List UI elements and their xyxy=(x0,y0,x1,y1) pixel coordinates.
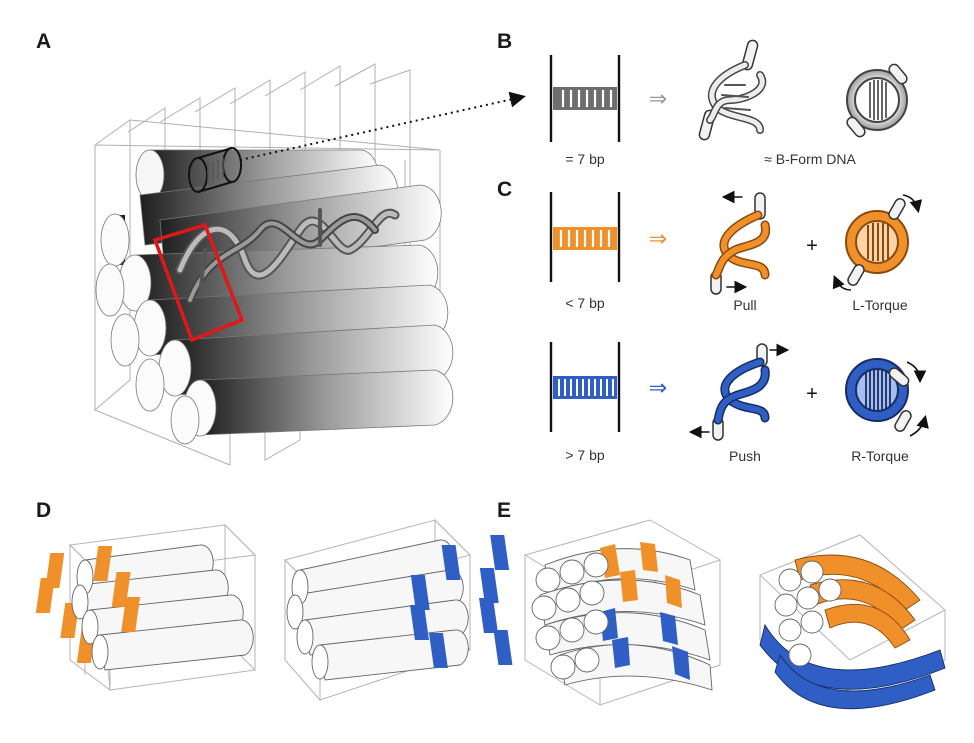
panel-a-ring-highlight xyxy=(188,147,242,193)
panel-c-ring-blue xyxy=(845,358,929,437)
panel-c-push-caption: Push xyxy=(729,448,761,464)
panel-e-bent-curved xyxy=(759,534,946,710)
panel-e-bent-mixed xyxy=(523,519,722,706)
panel-d-twisted-orange xyxy=(35,523,257,692)
panel-c-plus-blue: + xyxy=(806,383,818,405)
panel-c-arrow-blue: ⇒ xyxy=(649,376,667,401)
panel-letter-c: C xyxy=(497,178,513,201)
panel-c-helix-orange xyxy=(710,190,771,295)
panel-a-cylinders xyxy=(95,149,454,445)
panel-a-helix xyxy=(175,208,400,304)
panel-c-short-ladder-caption: < 7 bp xyxy=(565,295,605,311)
panel-c-ltorque-caption: L-Torque xyxy=(852,297,908,313)
panel-letter-a: A xyxy=(36,30,52,53)
panel-c-long-ladder-caption: > 7 bp xyxy=(565,447,605,463)
panel-c-ladder-orange xyxy=(549,192,621,282)
panel-c-helix-blue xyxy=(688,343,790,441)
panel-c-plus-orange: + xyxy=(806,235,818,257)
panel-letter-b: B xyxy=(497,30,513,53)
panel-b-ring xyxy=(846,63,908,138)
panel-b-ladder-grey xyxy=(549,55,621,142)
panel-letter-d: D xyxy=(36,499,52,522)
panel-c-ladder-blue xyxy=(549,342,621,432)
panel-c-rtorque-caption: R-Torque xyxy=(851,448,909,464)
panel-letter-e: E xyxy=(497,499,512,522)
panel-a-highlight-box xyxy=(152,222,245,343)
panel-b-ladder-caption: = 7 bp xyxy=(565,151,605,167)
panel-a-pointer-line xyxy=(239,91,526,161)
panel-c-ring-orange xyxy=(832,194,923,291)
panel-b-helix-caption: ≈ B-Form DNA xyxy=(764,151,856,167)
panel-b-helix xyxy=(698,39,767,141)
panel-d-twisted-blue xyxy=(284,518,513,702)
panel-b-arrow: ⇒ xyxy=(649,87,667,112)
panel-a-bundle xyxy=(94,63,526,466)
panel-c-pull-caption: Pull xyxy=(733,297,757,313)
panel-c-arrow-orange: ⇒ xyxy=(649,227,667,252)
